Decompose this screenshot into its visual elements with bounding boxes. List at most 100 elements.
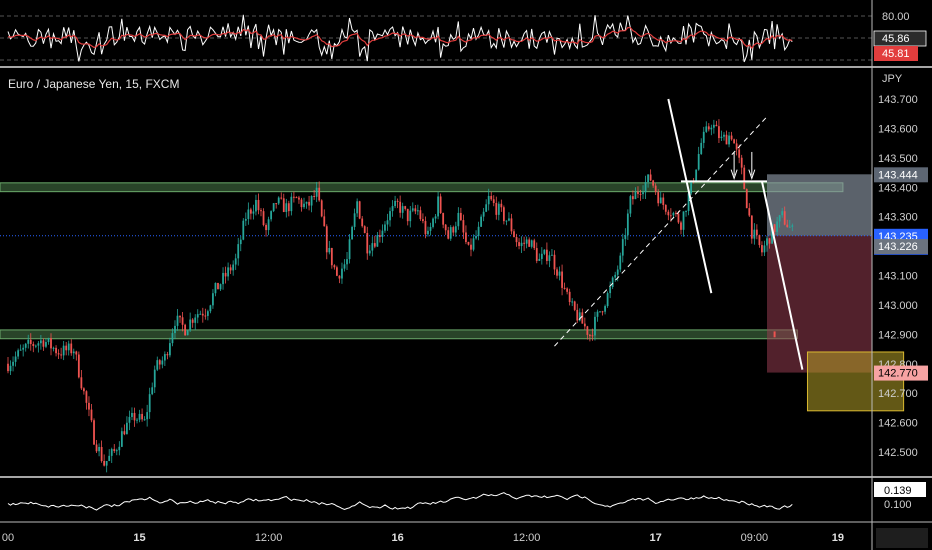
candle-body: [93, 420, 95, 445]
candle-body: [234, 258, 237, 265]
candle-body: [568, 291, 571, 303]
position-target-area: [767, 235, 872, 373]
price-tick-label: 142.900: [878, 329, 918, 341]
candle-body: [42, 340, 45, 347]
candle-body: [265, 224, 267, 231]
candle-body: [255, 199, 257, 212]
candle-body: [60, 354, 63, 356]
candle-body: [356, 201, 359, 214]
candle-body: [328, 247, 331, 253]
candle-body: [419, 210, 422, 220]
candle-body: [761, 245, 763, 253]
candle-body: [120, 431, 123, 447]
candle-body: [206, 311, 209, 316]
candle-body: [346, 259, 348, 265]
candle-body: [32, 343, 35, 347]
candle-body: [472, 238, 475, 250]
candle-body: [204, 315, 207, 317]
candle-body: [710, 127, 713, 130]
time-tick-label: 19: [832, 532, 844, 544]
candle-body: [652, 180, 655, 186]
candle-body: [252, 211, 255, 214]
candle-body: [14, 356, 17, 362]
candle-body: [151, 387, 154, 395]
candle-body: [181, 317, 184, 325]
candle-body: [563, 287, 566, 289]
candle-body: [712, 124, 715, 128]
rsi-signal-line: [7, 26, 793, 49]
candle-body: [454, 226, 457, 233]
candle-body: [232, 264, 235, 271]
candle-body: [583, 323, 586, 327]
candle-body: [196, 314, 199, 318]
candle-body: [642, 192, 644, 195]
candle-body: [219, 284, 222, 290]
candle-body: [535, 248, 538, 261]
price-tick-label: 143.300: [878, 212, 918, 224]
candle-body: [394, 200, 396, 207]
candle-body: [287, 203, 290, 212]
candle-body: [214, 282, 217, 294]
candle-body: [298, 197, 300, 200]
candle-body: [98, 446, 100, 452]
candle-body: [353, 213, 356, 227]
lower-indicator-value: 0.139: [884, 485, 912, 497]
candle-body: [9, 365, 12, 372]
candle-body: [169, 343, 171, 356]
candle-body: [442, 213, 445, 225]
candle-body: [720, 136, 723, 139]
candle-body: [244, 218, 247, 221]
candle-body: [763, 245, 766, 253]
candle-body: [553, 254, 556, 270]
candle-body: [589, 334, 591, 336]
candle-body: [748, 208, 751, 216]
candle-body: [429, 226, 432, 231]
candle-body: [386, 220, 389, 225]
candle-body: [725, 134, 728, 145]
price-tag-value: 142.770: [878, 368, 918, 380]
candle-body: [508, 218, 510, 221]
time-axis[interactable]: 00 15 12:00 16 12:00 17 09:00 19: [2, 532, 844, 544]
candle-body: [310, 196, 313, 206]
candle-body: [715, 124, 718, 127]
trendline-bold: [667, 98, 713, 294]
candle-body: [338, 275, 341, 279]
candle-body: [62, 345, 65, 356]
zone-resistance: [0, 182, 844, 193]
candle-body: [482, 211, 485, 217]
candle-body: [576, 309, 579, 321]
price-tick-label: 142.600: [878, 418, 918, 430]
candle-body: [416, 210, 419, 212]
candle-body: [171, 333, 174, 344]
candle-body: [186, 330, 189, 336]
candle-body: [571, 301, 574, 303]
candle-body: [285, 203, 288, 213]
candle-body: [341, 268, 343, 279]
candle-body: [399, 201, 402, 213]
trendline-dashed: [554, 116, 768, 347]
candle-body: [50, 338, 52, 349]
candle-body: [444, 224, 447, 231]
candle-body: [351, 226, 353, 240]
candle-body: [55, 347, 57, 354]
candle-body: [740, 157, 743, 168]
candle-body: [267, 219, 270, 231]
candle-body: [629, 196, 632, 214]
axis-settings-corner[interactable]: [876, 528, 928, 548]
candle-body: [70, 343, 73, 354]
candle-body: [83, 388, 85, 392]
candle-body: [758, 235, 761, 246]
candle-body: [447, 230, 450, 239]
time-tick-label: 12:00: [255, 532, 283, 544]
candle-body: [654, 185, 657, 193]
candle-body: [275, 203, 278, 205]
candle-body: [143, 419, 146, 421]
candle-body: [414, 208, 417, 212]
candle-body: [611, 277, 614, 288]
candle-body: [624, 235, 627, 240]
candle-body: [621, 239, 624, 256]
candle-body: [123, 431, 126, 435]
lower-indicator-line: [7, 492, 793, 511]
